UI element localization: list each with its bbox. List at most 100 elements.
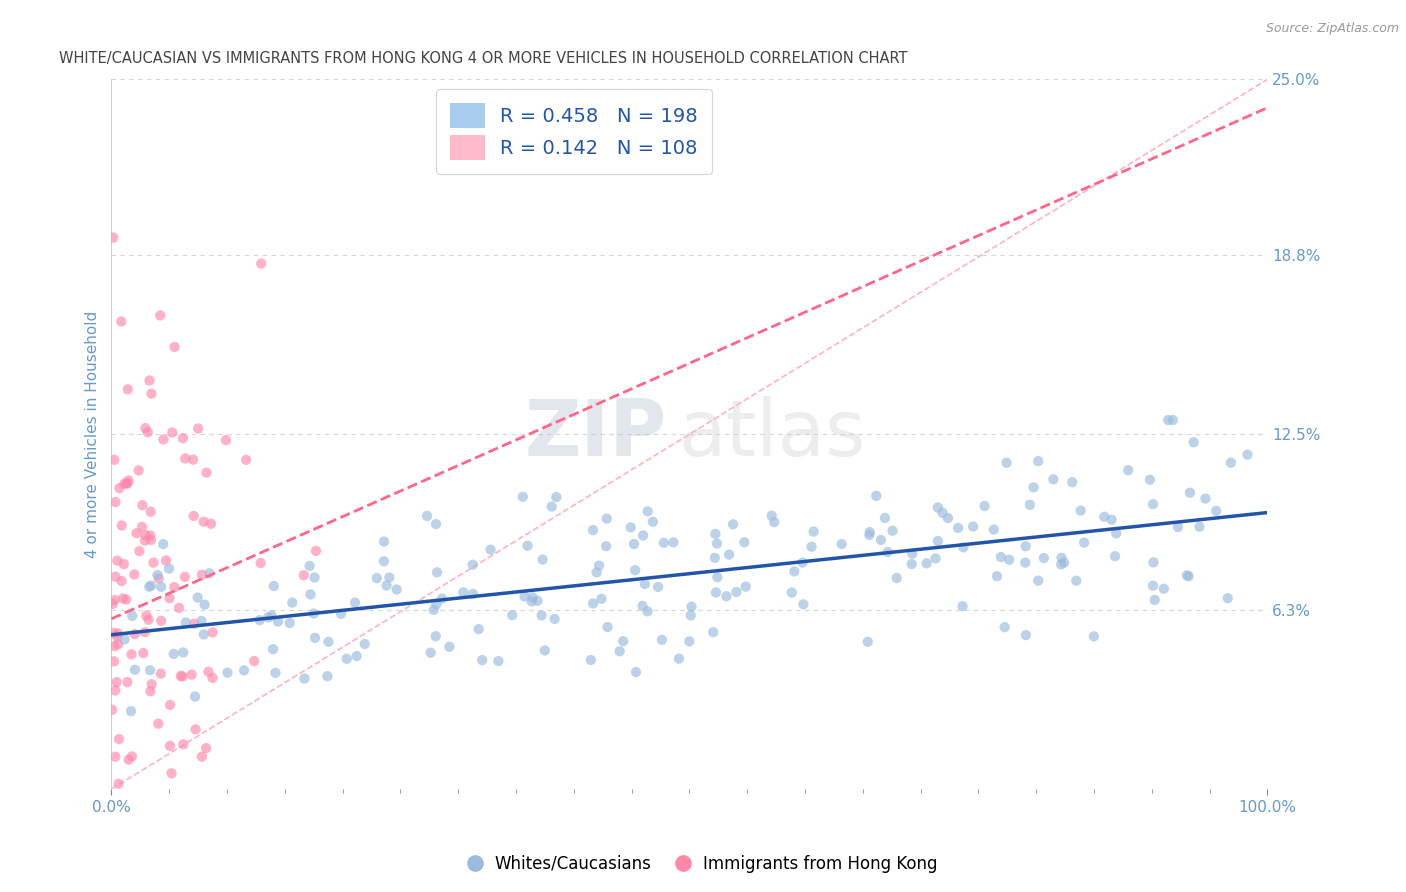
Point: [187, 421, 209, 435]
Point: [761, 508, 783, 523]
Point: [1070, 503, 1092, 517]
Point: [103, 654, 125, 668]
Point: [624, 665, 647, 679]
Point: [121, 749, 143, 764]
Point: [127, 811, 149, 825]
Point: [148, 716, 170, 731]
Point: [873, 511, 896, 525]
Point: [101, 597, 124, 611]
Point: [1178, 485, 1201, 500]
Point: [304, 570, 326, 584]
Point: [1022, 480, 1045, 494]
Point: [115, 476, 138, 491]
Point: [681, 599, 703, 614]
Point: [986, 569, 1008, 583]
Point: [195, 466, 218, 480]
Point: [588, 558, 610, 573]
Point: [1050, 558, 1073, 572]
Point: [152, 859, 174, 873]
Point: [198, 566, 221, 581]
Point: [631, 528, 654, 542]
Point: [108, 481, 131, 495]
Point: [1236, 448, 1258, 462]
Point: [1216, 591, 1239, 606]
Point: [181, 452, 204, 467]
Point: [157, 561, 180, 575]
Point: [901, 547, 924, 561]
Point: [704, 526, 727, 541]
Point: [792, 597, 814, 611]
Point: [299, 587, 322, 601]
Point: [107, 777, 129, 791]
Point: [148, 571, 170, 585]
Point: [1026, 454, 1049, 468]
Point: [479, 542, 502, 557]
Point: [596, 620, 619, 634]
Point: [652, 536, 675, 550]
Point: [936, 511, 959, 525]
Point: [150, 614, 173, 628]
Point: [104, 749, 127, 764]
Point: [159, 591, 181, 606]
Point: [318, 635, 340, 649]
Point: [257, 610, 280, 624]
Point: [249, 556, 271, 570]
Point: [146, 568, 169, 582]
Point: [1104, 549, 1126, 564]
Point: [139, 663, 162, 677]
Point: [461, 587, 484, 601]
Point: [416, 508, 439, 523]
Point: [540, 500, 562, 514]
Point: [197, 665, 219, 679]
Point: [1205, 504, 1227, 518]
Point: [184, 723, 207, 737]
Point: [260, 608, 283, 623]
Point: [172, 669, 194, 683]
Point: [803, 524, 825, 539]
Text: atlas: atlas: [678, 396, 865, 472]
Point: [859, 524, 882, 539]
Point: [183, 508, 205, 523]
Point: [641, 515, 664, 529]
Point: [679, 608, 702, 623]
Point: [173, 570, 195, 584]
Point: [1153, 582, 1175, 596]
Point: [101, 703, 124, 717]
Point: [139, 684, 162, 698]
Point: [149, 666, 172, 681]
Point: [243, 654, 266, 668]
Point: [159, 698, 181, 712]
Point: [373, 554, 395, 568]
Point: [201, 671, 224, 685]
Point: [139, 528, 162, 542]
Point: [195, 741, 218, 756]
Point: [425, 598, 447, 612]
Point: [107, 626, 129, 640]
Point: [305, 544, 328, 558]
Point: [501, 608, 523, 623]
Point: [520, 594, 543, 608]
Point: [461, 558, 484, 572]
Point: [1042, 472, 1064, 486]
Point: [595, 539, 617, 553]
Point: [160, 766, 183, 780]
Point: [124, 627, 146, 641]
Point: [1167, 520, 1189, 534]
Point: [278, 615, 301, 630]
Point: [139, 505, 162, 519]
Point: [1143, 593, 1166, 607]
Point: [1053, 556, 1076, 570]
Point: [856, 634, 879, 648]
Point: [110, 574, 132, 588]
Point: [1142, 497, 1164, 511]
Point: [330, 607, 353, 621]
Point: [471, 653, 494, 667]
Point: [973, 499, 995, 513]
Y-axis label: 4 or more Vehicles in Household: 4 or more Vehicles in Household: [86, 310, 100, 558]
Point: [131, 498, 153, 512]
Point: [250, 256, 273, 270]
Point: [516, 539, 538, 553]
Point: [152, 537, 174, 551]
Point: [609, 644, 631, 658]
Point: [1157, 413, 1180, 427]
